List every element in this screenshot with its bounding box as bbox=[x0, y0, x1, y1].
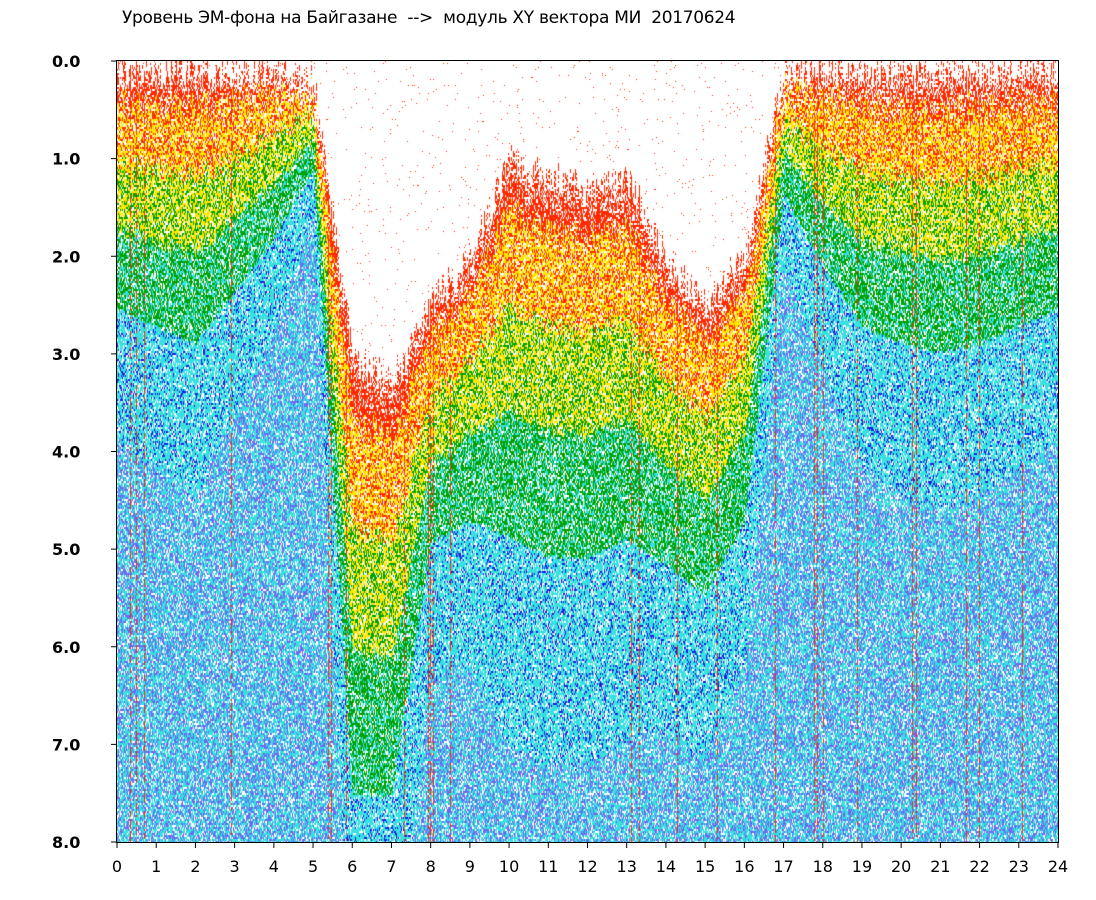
heatmap-plot-area bbox=[117, 61, 1058, 842]
x-tick-label: 8 bbox=[426, 857, 436, 876]
x-tick-label: 14 bbox=[656, 857, 676, 876]
x-tick-label: 23 bbox=[1009, 857, 1029, 876]
x-tick-label: 10 bbox=[499, 857, 519, 876]
x-tick-label: 19 bbox=[852, 857, 872, 876]
x-tick-label: 2 bbox=[190, 857, 200, 876]
x-tick-label: 16 bbox=[734, 857, 754, 876]
x-tick-label: 3 bbox=[230, 857, 240, 876]
x-tick-label: 15 bbox=[695, 857, 715, 876]
x-tick-label: 6 bbox=[347, 857, 357, 876]
x-tick-label: 21 bbox=[930, 857, 950, 876]
y-tick-label: 7.0 bbox=[52, 735, 80, 754]
x-tick-label: 9 bbox=[465, 857, 475, 876]
x-tick-label: 22 bbox=[969, 857, 989, 876]
x-tick-label: 1 bbox=[151, 857, 161, 876]
y-tick-label: 3.0 bbox=[52, 345, 80, 364]
x-tick-label: 24 bbox=[1048, 857, 1068, 876]
x-tick-label: 11 bbox=[538, 857, 558, 876]
x-tick-label: 7 bbox=[386, 857, 396, 876]
y-tick-label: 2.0 bbox=[52, 247, 80, 266]
x-tick-label: 4 bbox=[269, 857, 279, 876]
y-tick-label: 0.0 bbox=[52, 52, 80, 71]
y-tick-label: 4.0 bbox=[52, 443, 80, 462]
x-tick-label: 5 bbox=[308, 857, 318, 876]
x-tick-label: 20 bbox=[891, 857, 911, 876]
x-tick-label: 0 bbox=[112, 857, 122, 876]
y-tick-label: 6.0 bbox=[52, 638, 80, 657]
y-tick-label: 1.0 bbox=[52, 150, 80, 169]
y-tick-label: 5.0 bbox=[52, 540, 80, 559]
x-tick-label: 17 bbox=[773, 857, 793, 876]
x-tick-label: 18 bbox=[813, 857, 833, 876]
x-tick-label: 12 bbox=[577, 857, 597, 876]
x-tick-label: 13 bbox=[617, 857, 637, 876]
chart-title: Уровень ЭМ-фона на Байгазане --> модуль … bbox=[122, 8, 736, 28]
y-tick-label: 8.0 bbox=[52, 833, 80, 852]
